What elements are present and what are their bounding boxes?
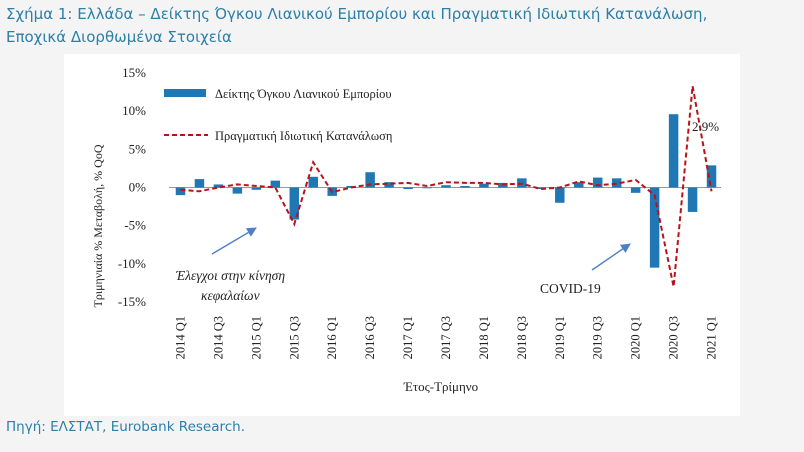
figure-title-line1: Σχήμα 1: Ελλάδα – Δείκτης Όγκου Λιανικού… bbox=[6, 5, 708, 23]
line-series-group bbox=[180, 85, 713, 287]
bar-2015-q1 bbox=[251, 187, 262, 190]
y-tick-label: -5% bbox=[124, 218, 146, 233]
chart-svg: 15% 10% 5% 0% -5% -10% -15% 2014 Q1 2014 Q3 2015… bbox=[91, 65, 721, 394]
legend: Δείκτης Όγκου Λιανικού Εμπορίου Πραγματι… bbox=[164, 87, 392, 143]
x-tick-label: 2016 Q3 bbox=[363, 316, 377, 359]
x-tick-label: 2020 Q1 bbox=[629, 316, 643, 359]
x-tick-label: 2017 Q3 bbox=[439, 316, 453, 359]
bar-2021-q1 bbox=[706, 165, 717, 188]
bar-2019-q2 bbox=[574, 182, 584, 188]
legend-bar-swatch bbox=[164, 89, 206, 97]
figure-source: Πηγή: ΕΛΣΤΑΤ, Eurobank Research. bbox=[6, 419, 246, 435]
annotation-covid-arrow bbox=[591, 243, 631, 271]
x-tick-label: 2017 Q1 bbox=[401, 316, 415, 359]
bar-2016-q3 bbox=[365, 172, 375, 188]
x-axis: 2014 Q1 2014 Q3 2015 Q1 2015 Q3 2016 Q1 2016 … bbox=[174, 316, 719, 359]
legend-bar-label: Δείκτης Όγκου Λιανικού Εμπορίου bbox=[215, 87, 392, 101]
annotation-capital-controls-line1: Έλεγχοι στην κίνηση bbox=[175, 268, 285, 283]
y-tick-label: 15% bbox=[122, 65, 146, 80]
y-tick-label: 10% bbox=[122, 103, 146, 118]
y-tick-label: 0% bbox=[129, 180, 147, 195]
bar-2019-q4 bbox=[611, 178, 622, 188]
x-tick-label: 2015 Q3 bbox=[287, 316, 301, 359]
y-axis: 15% 10% 5% 0% -5% -10% -15% bbox=[118, 65, 146, 309]
annotation-covid: COVID-19 bbox=[540, 243, 631, 296]
x-axis-title: Έτος-Τρίμηνο bbox=[403, 379, 478, 394]
bar-2014-q4 bbox=[232, 187, 243, 194]
chart-panel: 15% 10% 5% 0% -5% -10% -15% 2014 Q1 2014 Q3 2015… bbox=[64, 54, 740, 416]
bar-2018-q4 bbox=[536, 187, 546, 190]
annotation-capital-controls-arrow bbox=[211, 227, 257, 255]
bar-2019-q3 bbox=[592, 177, 603, 188]
annotation-capital-controls: Έλεγχοι στην κίνηση κεφαλαίων bbox=[175, 227, 285, 303]
y-tick-label: -10% bbox=[118, 256, 146, 271]
figure-title: Σχήμα 1: Ελλάδα – Δείκτης Όγκου Λιανικού… bbox=[6, 3, 801, 49]
bar-2017-q2 bbox=[422, 187, 432, 189]
x-tick-label: 2019 Q1 bbox=[553, 316, 567, 359]
bar-2014-q2 bbox=[194, 179, 205, 188]
y-tick-label: 5% bbox=[129, 141, 147, 156]
x-tick-label: 2020 Q3 bbox=[667, 316, 681, 359]
bar-2020-q2 bbox=[649, 187, 660, 268]
bar-2016-q4 bbox=[384, 182, 394, 188]
bar-2020-q3 bbox=[668, 114, 679, 188]
y-axis-title: Τριμηνιαία % Μεταβολή, % QoQ bbox=[91, 144, 105, 307]
x-tick-label: 2018 Q1 bbox=[477, 316, 491, 359]
bar-2020-q1 bbox=[630, 187, 641, 193]
bar-2014-q3 bbox=[213, 184, 224, 188]
bar-2017-q3 bbox=[441, 185, 451, 188]
bar-2017-q1 bbox=[403, 187, 413, 190]
x-tick-label: 2014 Q1 bbox=[174, 316, 188, 359]
bar-2015-q2 bbox=[270, 180, 281, 188]
bar-2017-q4 bbox=[460, 185, 470, 188]
x-tick-label: 2019 Q3 bbox=[591, 316, 605, 359]
x-tick-label: 2015 Q1 bbox=[249, 316, 263, 359]
bar-2014-q1 bbox=[175, 187, 186, 196]
bar-2020-q4 bbox=[687, 187, 698, 212]
bars-group bbox=[175, 114, 717, 268]
figure-title-line2: Εποχικά Διορθωμένα Στοιχεία bbox=[6, 28, 232, 46]
bar-2019-q1 bbox=[555, 187, 565, 203]
bar-2015-q4 bbox=[308, 176, 318, 188]
x-tick-label: 2018 Q3 bbox=[515, 316, 529, 359]
annotation-covid-label: COVID-19 bbox=[540, 281, 601, 296]
x-tick-label: 2016 Q1 bbox=[325, 316, 339, 359]
x-tick-label: 2014 Q3 bbox=[211, 316, 225, 359]
legend-line-label: Πραγματική Ιδιωτική Κατανάλωση bbox=[215, 129, 392, 143]
bar-2015-q3 bbox=[289, 187, 300, 220]
bar-2018-q1 bbox=[479, 183, 489, 188]
annotation-capital-controls-line2: κεφαλαίων bbox=[201, 288, 260, 303]
consumption-line bbox=[180, 85, 713, 287]
annotation-value-label: 2.9% bbox=[692, 119, 719, 134]
y-tick-label: -15% bbox=[118, 294, 146, 309]
x-tick-label: 2021 Q1 bbox=[705, 316, 719, 359]
